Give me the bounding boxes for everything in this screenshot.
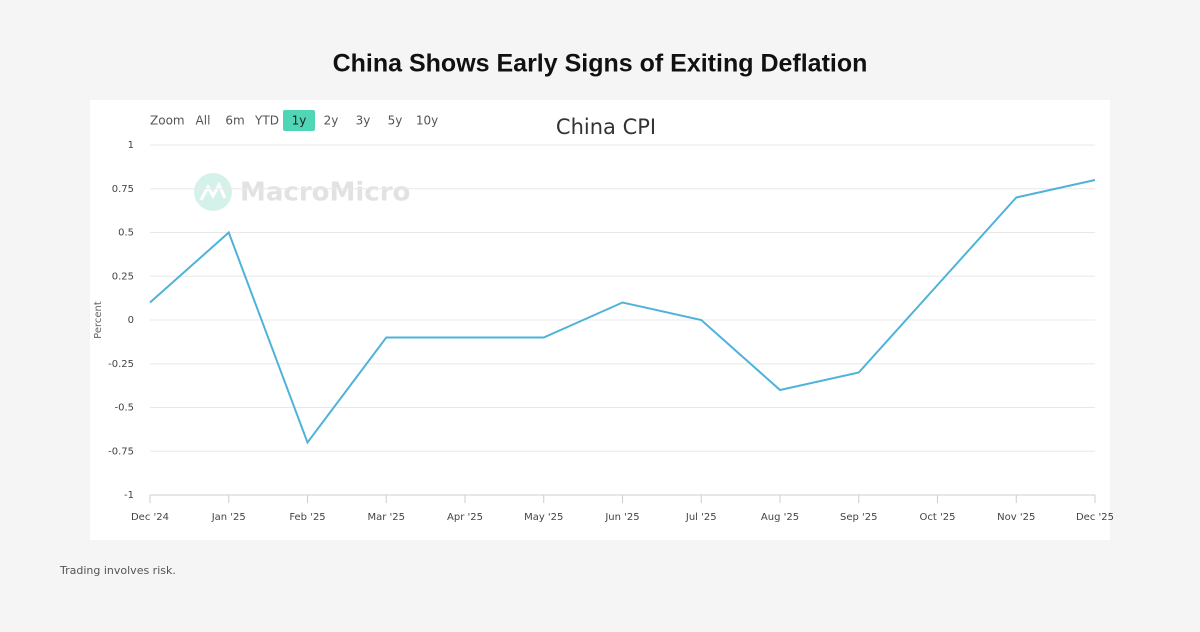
x-tick-label: Dec '25 (1076, 512, 1114, 523)
y-tick-label: 0.5 (118, 228, 134, 239)
x-tick-label: Feb '25 (289, 512, 325, 523)
x-tick-label: Apr '25 (447, 512, 483, 523)
range-button[interactable]: 5y (388, 114, 403, 128)
x-tick-label: Mar '25 (367, 512, 405, 523)
range-button[interactable]: 3y (356, 114, 371, 128)
watermark-logo (194, 173, 232, 211)
x-tick-label: Jun '25 (604, 512, 639, 523)
range-button[interactable]: 6m (225, 114, 244, 128)
x-tick-label: Dec '24 (131, 512, 169, 523)
range-button[interactable]: YTD (254, 114, 279, 128)
x-tick-label: Jul '25 (685, 512, 717, 523)
y-tick-label: 1 (128, 140, 134, 151)
y-tick-label: -1 (124, 490, 134, 501)
y-tick-label: 0 (128, 315, 134, 326)
x-tick-label: Nov '25 (997, 512, 1035, 523)
range-button[interactable]: 1y (292, 114, 307, 128)
y-axis-label: Percent (93, 301, 104, 339)
y-tick-label: -0.5 (114, 403, 134, 414)
y-tick-label: -0.25 (108, 359, 134, 370)
range-button[interactable]: All (196, 114, 211, 128)
y-tick-label: 0.25 (112, 271, 134, 282)
watermark: MacroMicro (240, 178, 410, 208)
zoom-label: Zoom (150, 114, 185, 128)
x-tick-label: Oct '25 (920, 512, 956, 523)
range-button-bg[interactable] (283, 110, 315, 131)
x-tick-label: Sep '25 (840, 512, 878, 523)
x-tick-label: Jan '25 (211, 512, 246, 523)
y-tick-label: -0.75 (108, 446, 134, 457)
data-line (149, 179, 1096, 445)
x-tick-label: Aug '25 (761, 512, 799, 523)
y-tick-label: 0.75 (112, 184, 134, 195)
range-button[interactable]: 2y (324, 114, 339, 128)
page-title: China Shows Early Signs of Exiting Defla… (333, 50, 868, 78)
footer-note: Trading involves risk. (59, 564, 176, 577)
x-tick-label: May '25 (524, 512, 563, 523)
range-button[interactable]: 10y (416, 114, 438, 128)
chart-title: China CPI (556, 115, 656, 139)
